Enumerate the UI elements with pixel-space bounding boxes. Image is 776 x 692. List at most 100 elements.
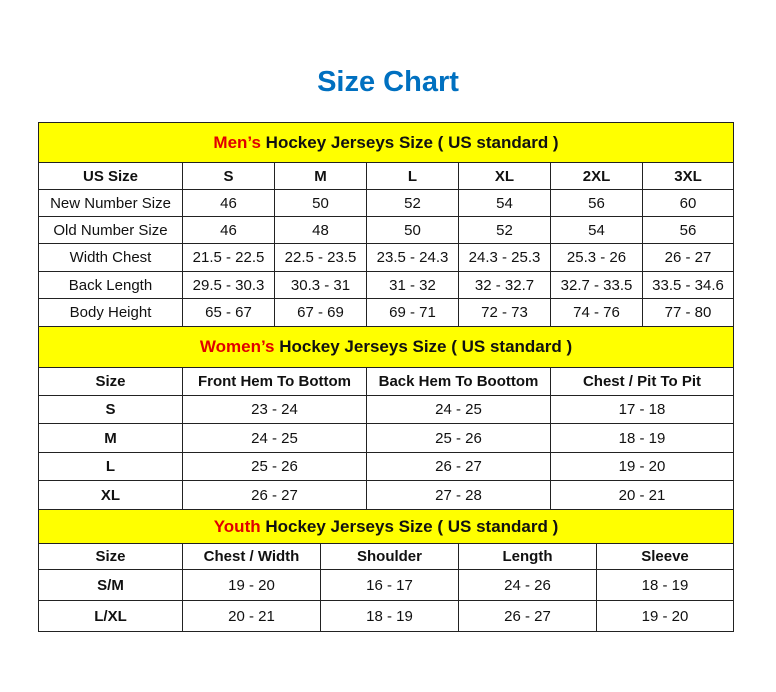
table-cell: 33.5 - 34.6 xyxy=(641,271,735,299)
column-header-row: US Size S M L XL 2XL 3XL xyxy=(38,162,735,190)
table-cell: 32.7 - 33.5 xyxy=(550,271,643,299)
youth-size-table: Youth Hockey Jerseys Size ( US standard … xyxy=(38,509,734,632)
column-header: Size xyxy=(38,543,183,570)
page-title: Size Chart xyxy=(317,66,459,98)
table-cell: 17 - 18 xyxy=(549,395,735,424)
row-label: Body Height xyxy=(38,298,183,327)
table-cell: 30.3 - 31 xyxy=(274,271,367,299)
womens-size-table: Women’s Hockey Jerseys Size ( US standar… xyxy=(37,326,735,510)
table-cell: 19 - 20 xyxy=(549,452,735,481)
table-row: Old Number Size 46 48 50 52 54 56 xyxy=(38,216,735,244)
table-cell: 23.5 - 24.3 xyxy=(366,243,459,272)
table-cell: 23 - 24 xyxy=(182,395,367,424)
table-cell: 24 - 25 xyxy=(366,395,551,424)
table-cell: 20 - 21 xyxy=(549,480,735,510)
column-header: 2XL xyxy=(550,162,643,190)
table-row: Body Height 65 - 67 67 - 69 69 - 71 72 - 73 7… xyxy=(38,298,735,327)
column-header: Sleeve xyxy=(596,543,734,570)
table-cell: 56 xyxy=(550,189,643,217)
table-cell: 48 xyxy=(274,216,367,244)
table-cell: 18 - 19 xyxy=(596,569,734,601)
table-cell: 74 - 76 xyxy=(550,298,643,327)
table-cell: 16 - 17 xyxy=(320,569,459,601)
table-row: S 23 - 24 24 - 25 17 - 18 xyxy=(38,395,735,424)
column-header: Size xyxy=(38,367,183,396)
table-cell: 19 - 20 xyxy=(182,569,321,601)
column-header: M xyxy=(274,162,367,190)
table-cell: 18 - 19 xyxy=(549,423,735,453)
row-label: Width Chest xyxy=(38,243,183,272)
section-title: Hockey Jerseys Size ( US standard ) xyxy=(274,337,573,356)
table-cell: 18 - 19 xyxy=(320,600,459,632)
table-cell: 26 - 27 xyxy=(458,600,597,632)
youth-heading-row: Youth Hockey Jerseys Size ( US standard … xyxy=(38,509,734,544)
row-label: Back Length xyxy=(38,271,183,299)
table-row: Width Chest 21.5 - 22.5 22.5 - 23.5 23.5 - … xyxy=(38,243,735,272)
table-cell: 50 xyxy=(274,189,367,217)
table-row: L/XL 20 - 21 18 - 19 26 - 27 19 - 20 xyxy=(38,600,734,632)
table-cell: 24.3 - 25.3 xyxy=(458,243,551,272)
row-label: M xyxy=(38,423,183,453)
table-cell: 72 - 73 xyxy=(458,298,551,327)
row-label: S xyxy=(38,395,183,424)
womens-heading-row: Women’s Hockey Jerseys Size ( US standar… xyxy=(37,326,735,368)
section-highlight: Women’s xyxy=(199,337,275,356)
row-label: L/XL xyxy=(38,600,183,632)
column-header: US Size xyxy=(38,162,183,190)
table-cell: 50 xyxy=(366,216,459,244)
table-cell: 46 xyxy=(182,216,275,244)
table-cell: 31 - 32 xyxy=(366,271,459,299)
mens-heading-row: Men’s Hockey Jerseys Size ( US standard … xyxy=(37,122,735,163)
table-cell: 24 - 25 xyxy=(182,423,367,453)
row-label: Old Number Size xyxy=(38,216,183,244)
table-cell: 67 - 69 xyxy=(274,298,367,327)
table-cell: 52 xyxy=(458,216,551,244)
column-header: Chest / Width xyxy=(182,543,321,570)
table-cell: 21.5 - 22.5 xyxy=(182,243,275,272)
table-row: S/M 19 - 20 16 - 17 24 - 26 18 - 19 xyxy=(38,569,734,601)
row-label: New Number Size xyxy=(38,189,183,217)
table-cell: 54 xyxy=(550,216,643,244)
row-label: XL xyxy=(38,480,183,510)
table-cell: 20 - 21 xyxy=(182,600,321,632)
column-header: Chest / Pit To Pit xyxy=(549,367,735,396)
table-cell: 27 - 28 xyxy=(366,480,551,510)
column-header: Front Hem To Bottom xyxy=(182,367,367,396)
table-row: M 24 - 25 25 - 26 18 - 19 xyxy=(38,423,735,453)
section-title: Hockey Jerseys Size ( US standard ) xyxy=(260,516,559,536)
column-header: S xyxy=(182,162,275,190)
table-cell: 25 - 26 xyxy=(366,423,551,453)
column-header-row: Size Front Hem To Bottom Back Hem To Boott… xyxy=(38,367,735,396)
section-heading: Youth Hockey Jerseys Size ( US standard … xyxy=(38,509,734,544)
section-title: Hockey Jerseys Size ( US standard ) xyxy=(260,132,559,152)
table-row: Back Length 29.5 - 30.3 30.3 - 31 31 - 32 32… xyxy=(38,271,735,299)
table-row: XL 26 - 27 27 - 28 20 - 21 xyxy=(38,480,735,510)
table-row: New Number Size 46 50 52 54 56 60 xyxy=(38,189,735,217)
table-cell: 65 - 67 xyxy=(182,298,275,327)
column-header-row: Size Chest / Width Shoulder Length Sleeve xyxy=(38,543,734,570)
section-heading: Men’s Hockey Jerseys Size ( US standard … xyxy=(37,122,735,163)
table-cell: 25 - 26 xyxy=(182,452,367,481)
section-highlight: Men’s xyxy=(213,132,261,152)
column-header: Back Hem To Boottom xyxy=(366,367,551,396)
table-cell: 26 - 27 xyxy=(366,452,551,481)
table-cell: 60 xyxy=(641,189,735,217)
table-cell: 69 - 71 xyxy=(366,298,459,327)
row-label: L xyxy=(38,452,183,481)
table-cell: 52 xyxy=(366,189,459,217)
table-cell: 54 xyxy=(458,189,551,217)
table-cell: 46 xyxy=(182,189,275,217)
table-cell: 26 - 27 xyxy=(182,480,367,510)
table-cell: 25.3 - 26 xyxy=(550,243,643,272)
column-header: L xyxy=(366,162,459,190)
table-cell: 24 - 26 xyxy=(458,569,597,601)
section-heading: Women’s Hockey Jerseys Size ( US standar… xyxy=(37,326,735,368)
table-cell: 29.5 - 30.3 xyxy=(182,271,275,299)
section-highlight: Youth xyxy=(213,516,261,536)
column-header: 3XL xyxy=(641,162,735,190)
table-cell: 32 - 32.7 xyxy=(458,271,551,299)
column-header: Shoulder xyxy=(320,543,459,570)
table-cell: 77 - 80 xyxy=(641,298,735,327)
mens-size-table: Men’s Hockey Jerseys Size ( US standard … xyxy=(37,122,735,327)
table-cell: 56 xyxy=(641,216,735,244)
